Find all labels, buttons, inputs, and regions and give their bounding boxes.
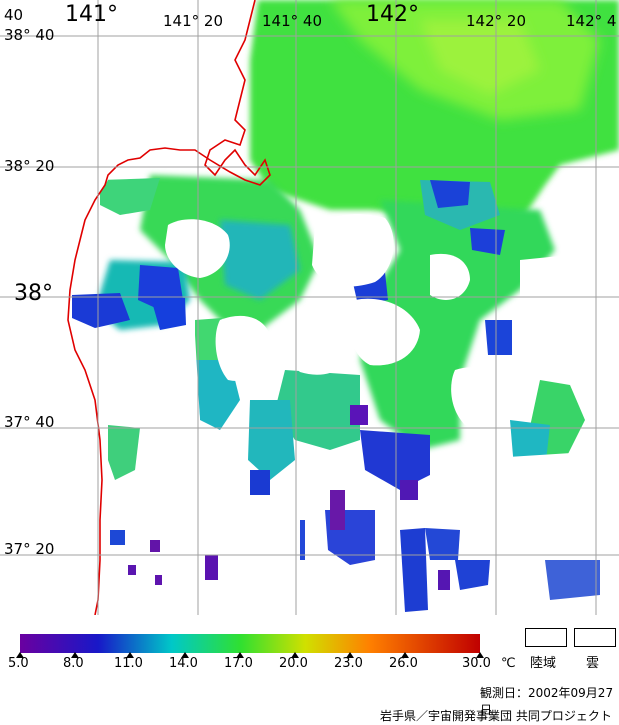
lon-label-141: 141° (65, 2, 118, 27)
lon-label-141-40: 141° 40 (262, 12, 322, 30)
lat-label-37-20: 37° 20 (4, 540, 55, 558)
legend-land-label: 陸域 (530, 656, 557, 671)
lon-label-142-40: 142° 4 (566, 12, 617, 30)
lat-label-38-20: 38° 20 (4, 157, 55, 175)
colorbar-unit: ℃ (501, 656, 516, 671)
legend-cloud-swatch (574, 628, 616, 647)
colorbar-tick-label: 5.0 (8, 656, 29, 671)
legend-land-swatch (525, 628, 567, 647)
colorbar-tick-label: 20.0 (279, 656, 308, 671)
corner-label: 40 (4, 6, 24, 24)
temperature-colorbar (20, 634, 480, 653)
lon-label-142-20: 142° 20 (466, 12, 526, 30)
colorbar-tick-label: 11.0 (114, 656, 143, 671)
legend-cloud-label: 雲 (586, 656, 600, 671)
credit-line: 岩手県／宇宙開発事業団 共同プロジェクト (380, 709, 612, 723)
colorbar-tick-label: 26.0 (389, 656, 418, 671)
colorbar-tick-label: 30.0 (462, 656, 491, 671)
land-area (0, 0, 255, 615)
colorbar-ticks (16, 652, 484, 658)
colorbar-tick-label: 14.0 (169, 656, 198, 671)
lat-label-37-40: 37° 40 (4, 413, 55, 431)
lon-label-142: 142° (366, 2, 419, 27)
sst-field (72, 0, 619, 615)
colorbar-tick-label: 17.0 (224, 656, 253, 671)
colorbar-tick-label: 23.0 (334, 656, 363, 671)
sea-surface-temperature-map (0, 0, 619, 615)
observation-date: 観測日：2002年09月27日 (480, 686, 614, 717)
lon-label-141-20: 141° 20 (163, 12, 223, 30)
graticule (0, 0, 619, 615)
coastline (67, 0, 271, 615)
lat-label-38: 38° (14, 281, 53, 306)
colorbar-tick-label: 8.0 (63, 656, 84, 671)
lat-label-38-40: 38° 40 (4, 26, 55, 44)
